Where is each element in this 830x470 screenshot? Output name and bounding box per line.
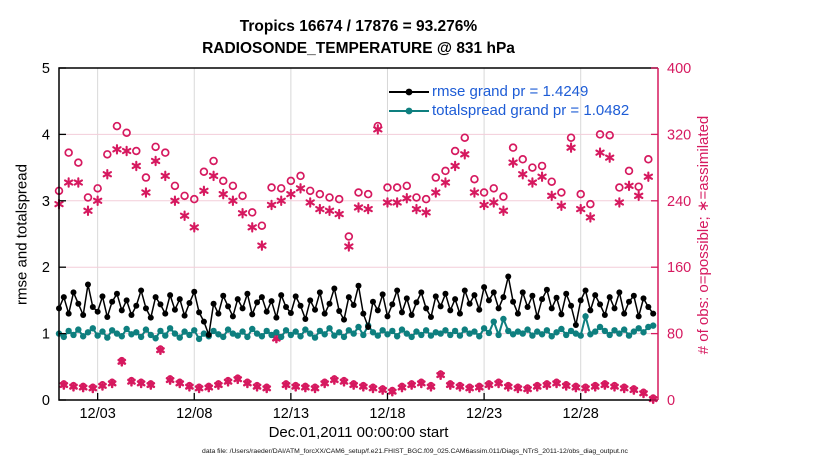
left-tick-label: 1 [42, 327, 50, 343]
x-tick-label: 12/08 [176, 406, 212, 422]
right-tick-label: 160 [667, 260, 691, 276]
legend-label: rmse grand pr = 1.4249 [432, 83, 589, 100]
chart-title: Tropics 16674 / 17876 = 93.276% [239, 18, 478, 35]
series-rmse [56, 273, 657, 338]
x-tick-label: 12/03 [79, 406, 115, 422]
right-tick-label: 80 [667, 327, 683, 343]
chart-subtitle: RADIOSONDE_TEMPERATURE @ 831 hPa [202, 40, 515, 57]
legend-item-rmse: rmse grand pr = 1.4249 [388, 82, 629, 101]
right-tick-label: 240 [667, 194, 691, 210]
legend-item-totalspread: totalspread grand pr = 1.0482 [388, 101, 629, 120]
x-tick-label: 12/18 [369, 406, 405, 422]
left-tick-label: 2 [42, 260, 50, 276]
left-tick-label: 5 [42, 61, 50, 77]
left-tick-label: 0 [42, 393, 50, 409]
right-tick-label: 320 [667, 127, 691, 143]
legend-label: totalspread grand pr = 1.0482 [432, 102, 630, 119]
x-tick-label: 12/13 [273, 406, 309, 422]
left-tick-label: 3 [42, 194, 50, 210]
data-file-path: data file: /Users/raeder/DAI/ATM_forcXX/… [202, 448, 628, 455]
right-tick-label: 0 [667, 393, 675, 409]
legend: rmse grand pr = 1.4249 totalspread grand … [388, 82, 629, 120]
axis-frame [58, 67, 659, 401]
x-axis-label: Dec.01,2011 00:00:00 start [268, 424, 449, 441]
series-totalspread [55, 312, 657, 343]
grid-layer [59, 68, 658, 400]
legend-marker-totalspread [389, 107, 429, 114]
series-offhour-obs [59, 333, 658, 405]
left-tick-label: 4 [42, 127, 50, 143]
x-tick-label: 12/23 [466, 406, 502, 422]
x-tick-label: 12/28 [563, 406, 599, 422]
series-possible [54, 121, 653, 241]
right-tick-label: 400 [667, 61, 691, 77]
series-assimilated [54, 124, 654, 252]
legend-marker-rmse [389, 88, 429, 95]
tick-labels: 0 1 2 3 4 5 0 80 160 240 320 400 12/03 12/08 12/13 12/1… [42, 61, 691, 422]
